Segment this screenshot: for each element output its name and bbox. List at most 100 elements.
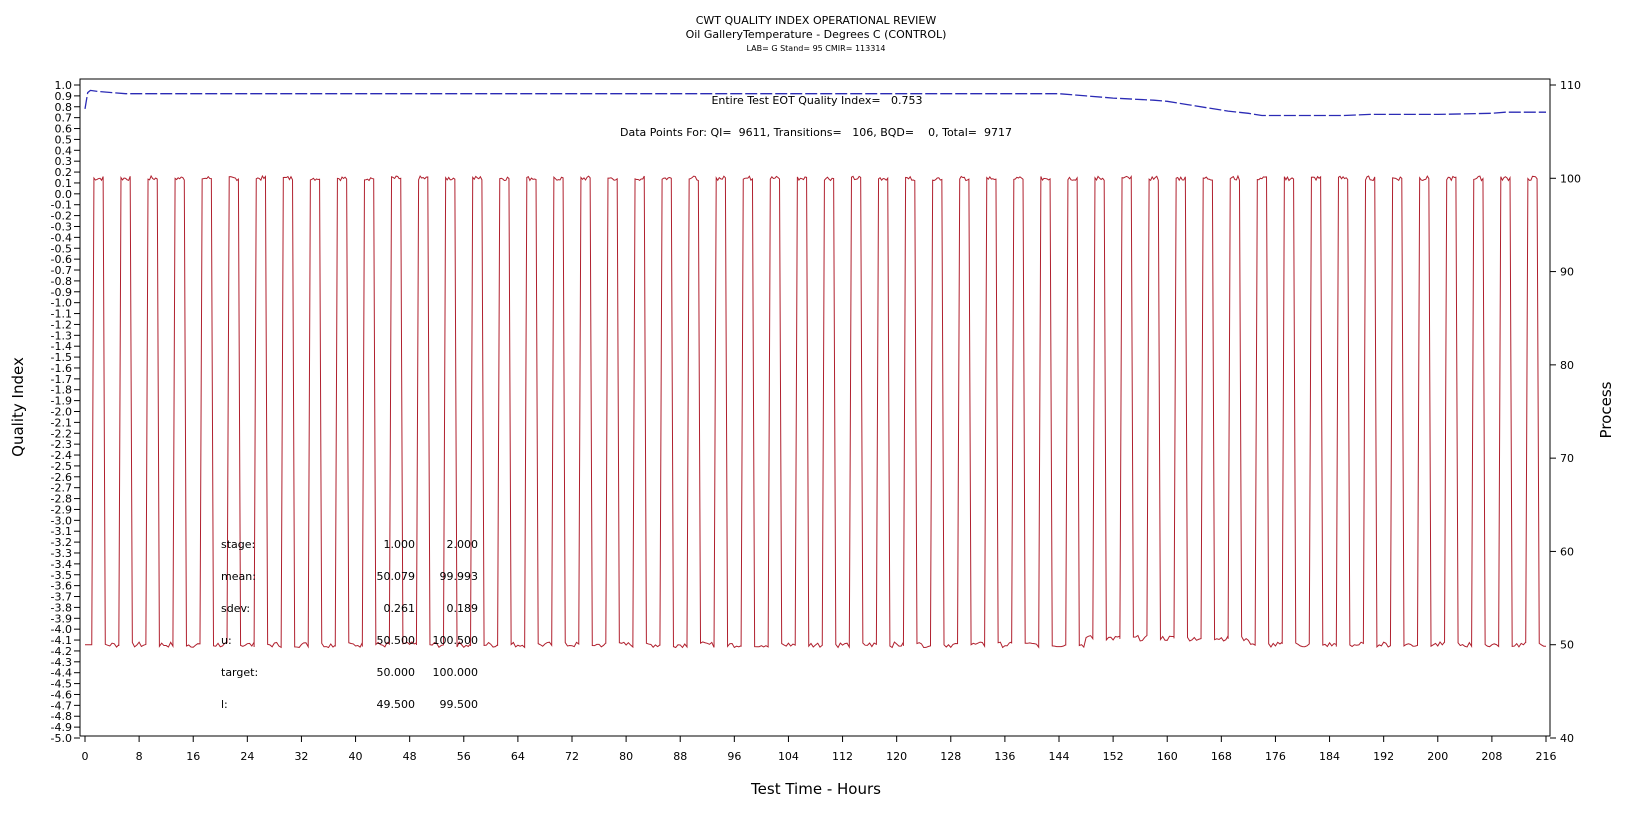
y-left-tick-label: 1.0: [55, 79, 73, 92]
x-tick-label: 160: [1157, 750, 1178, 763]
stat-label: stage:: [221, 538, 255, 551]
x-tick-label: 192: [1373, 750, 1394, 763]
y-left-tick-label: -2.8: [51, 493, 72, 506]
y-right-tick-label: 50: [1560, 639, 1574, 652]
quality-index-line: [84, 89, 1546, 117]
y-left-tick-label: -2.5: [51, 460, 72, 473]
stat-label: l:: [221, 698, 228, 711]
chart-subtitle-small: LAB= G Stand= 95 CMIR= 113314: [746, 44, 885, 53]
y-left-axis-label: Quality Index: [9, 357, 27, 457]
x-tick-label: 96: [727, 750, 741, 763]
chart-title: CWT QUALITY INDEX OPERATIONAL REVIEW: [696, 14, 937, 27]
stat-value-stage1: 1.000: [384, 538, 416, 551]
x-tick-label: 24: [240, 750, 254, 763]
stat-value-stage1: 0.261: [384, 602, 416, 615]
y-left-tick-label: 0.2: [55, 166, 73, 179]
x-tick-label: 168: [1211, 750, 1232, 763]
y-left-tick-label: -5.0: [51, 732, 72, 745]
y-left-tick-label: -4.7: [51, 699, 72, 712]
y-left-tick-label: -0.3: [51, 220, 72, 233]
y-left-tick-label: -3.2: [51, 536, 72, 549]
x-tick-label: 208: [1481, 750, 1502, 763]
y-left-tick-label: 0.5: [55, 133, 73, 146]
datapoints-annotation: Data Points For: QI= 9611, Transitions= …: [620, 126, 1012, 139]
y-left-tick-label: -4.1: [51, 634, 72, 647]
x-tick-label: 144: [1049, 750, 1070, 763]
y-left-tick-label: -0.9: [51, 286, 72, 299]
y-left-tick-label: -2.1: [51, 416, 72, 429]
y-left-tick-label: -1.1: [51, 308, 72, 321]
y-right-axis-label: Process: [1597, 381, 1615, 438]
stat-value-stage2: 99.500: [440, 698, 479, 711]
y-left-tick-label: -1.5: [51, 351, 72, 364]
stats-table: stage: 1.000 2.000 mean: 50.079 99.993 sdev: 0.…: [221, 538, 478, 711]
x-tick-label: 104: [778, 750, 799, 763]
y-left-tick-label: -2.4: [51, 449, 72, 462]
x-tick-label: 88: [673, 750, 687, 763]
x-tick-label: 120: [886, 750, 907, 763]
y-left-tick-label: -1.8: [51, 384, 72, 397]
y-left-tick-label: -1.0: [51, 297, 72, 310]
x-tick-label: 16: [186, 750, 200, 763]
y-left-tick-label: -2.9: [51, 503, 72, 516]
x-tick-label: 216: [1536, 750, 1557, 763]
x-tick-label: 200: [1427, 750, 1448, 763]
x-tick-label: 48: [403, 750, 417, 763]
stat-value-stage2: 100.500: [433, 634, 479, 647]
y-left-tick-label: -3.5: [51, 569, 72, 582]
stat-label: target:: [221, 666, 258, 679]
y-left-tick-label: -3.6: [51, 580, 72, 593]
y-right-tick-label: 70: [1560, 452, 1574, 465]
y-left-tick-label: -4.2: [51, 645, 72, 658]
y-left-tick-label: -2.6: [51, 471, 72, 484]
y-left-tick-label: -1.7: [51, 373, 72, 386]
x-tick-label: 32: [294, 750, 308, 763]
y-left-tick-label: 0.4: [55, 144, 73, 157]
stat-label: mean:: [221, 570, 256, 583]
y-left-tick-label: -4.3: [51, 656, 72, 669]
stat-label: u:: [221, 634, 232, 647]
y-left-tick-label: -3.1: [51, 525, 72, 538]
y-right-tick-label: 40: [1560, 732, 1574, 745]
stat-value-stage1: 50.079: [377, 570, 416, 583]
plot-area: [79, 78, 1551, 737]
y-right-axis: 40 50 60 70 80 90 100 110: [1550, 79, 1581, 745]
x-axis-label: Test Time - Hours: [750, 780, 881, 798]
stat-value-stage2: 2.000: [447, 538, 479, 551]
y-left-tick-label: -1.2: [51, 318, 72, 331]
y-left-tick-label: -2.2: [51, 427, 72, 440]
y-right-tick-label: 110: [1560, 79, 1581, 92]
y-right-tick-label: 100: [1560, 172, 1581, 185]
y-left-tick-label: -1.3: [51, 329, 72, 342]
y-left-tick-label: -2.0: [51, 406, 72, 419]
y-left-tick-label: -3.0: [51, 514, 72, 527]
eot-annotation: Entire Test EOT Quality Index= 0.753: [711, 94, 922, 107]
x-tick-label: 152: [1103, 750, 1124, 763]
y-left-tick-label: 0.0: [55, 188, 73, 201]
y-left-tick-label: -4.4: [51, 667, 72, 680]
x-tick-label: 64: [511, 750, 525, 763]
y-left-tick-label: -0.6: [51, 253, 72, 266]
y-right-tick-label: 80: [1560, 359, 1574, 372]
stat-value-stage2: 0.189: [447, 602, 479, 615]
y-left-tick-label: -2.7: [51, 482, 72, 495]
y-left-tick-label: -3.7: [51, 591, 72, 604]
y-left-tick-label: -0.5: [51, 242, 72, 255]
stat-value-stage1: 50.000: [377, 666, 416, 679]
y-left-tick-label: -4.6: [51, 688, 72, 701]
y-left-tick-label: -4.8: [51, 710, 72, 723]
y-left-tick-label: -1.4: [51, 340, 72, 353]
x-tick-label: 0: [82, 750, 89, 763]
y-left-tick-label: -3.9: [51, 612, 72, 625]
stat-value-stage1: 50.500: [377, 634, 416, 647]
x-tick-label: 72: [565, 750, 579, 763]
y-left-axis: 1.00.90.80.70.60.50.40.30.20.10.0-0.1-0.…: [51, 79, 80, 745]
y-left-tick-label: -3.4: [51, 558, 72, 571]
y-left-tick-label: -0.4: [51, 231, 72, 244]
y-left-tick-label: -4.9: [51, 721, 72, 734]
y-left-tick-label: 0.1: [55, 177, 73, 190]
y-left-tick-label: 0.8: [55, 101, 73, 114]
y-left-tick-label: -2.3: [51, 438, 72, 451]
x-tick-label: 80: [619, 750, 633, 763]
